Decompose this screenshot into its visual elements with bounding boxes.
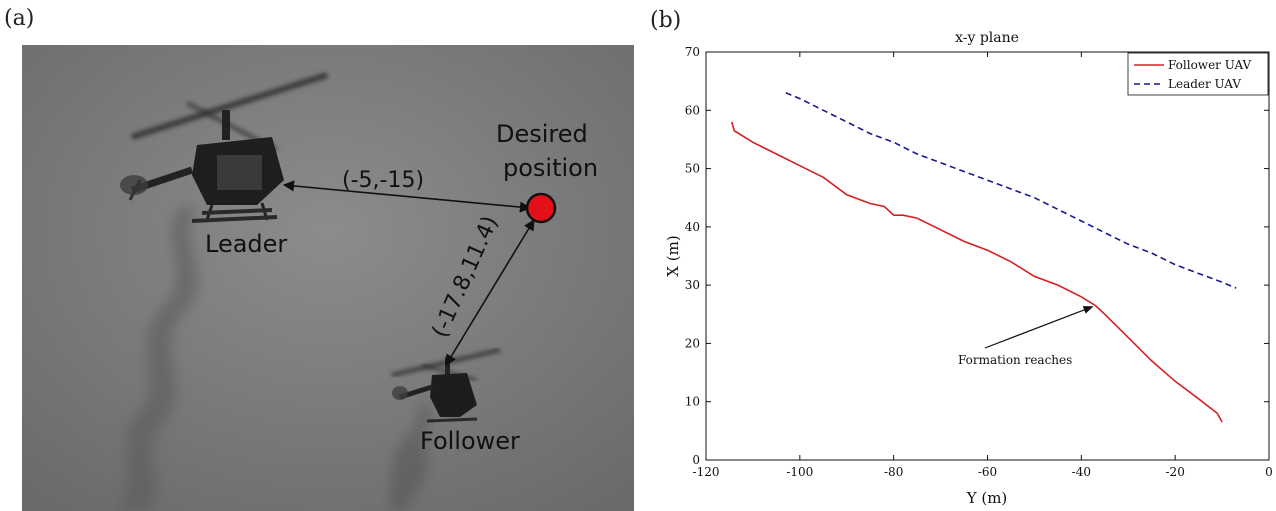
y-axis-label: X (m): [664, 235, 682, 276]
leader-helicopter: [120, 72, 328, 223]
leader-uav-line: [785, 92, 1237, 289]
y-tick-label: 30: [685, 278, 700, 292]
desired-label-line1: Desired: [496, 120, 588, 148]
desired-position-dot: [525, 192, 557, 224]
annotation-arrow: [984, 308, 1087, 349]
y-tick-label: 20: [685, 336, 700, 350]
x-axis-label: Y (m): [966, 489, 1008, 507]
y-tick-label: 10: [685, 395, 700, 409]
sky-background: [22, 45, 634, 511]
leader-vector-arrow: [282, 180, 532, 213]
y-tick-label: 70: [685, 45, 700, 59]
x-tick-label: -60: [978, 465, 997, 479]
y-tick-label: 0: [692, 453, 700, 467]
smoke-trail-follower: [387, 400, 432, 511]
annotation-text: Formation reaches: [958, 353, 1072, 367]
panel-a-label: (a): [4, 6, 35, 31]
y-tick-label: 50: [685, 162, 700, 176]
helicopter-photo: Desired position Leader Follower (-5,-15…: [22, 45, 634, 511]
y-tick-label: 40: [685, 220, 700, 234]
chart-title: x-y plane: [955, 30, 1019, 46]
legend: Follower UAV Leader UAV: [1127, 52, 1269, 96]
plot-area: [705, 51, 1270, 461]
x-tick-label: -120: [693, 465, 720, 479]
follower-uav-line: [731, 121, 1223, 423]
desired-label-line2: position: [503, 154, 598, 182]
x-tick-label: -80: [884, 465, 903, 479]
annotation-arrowhead: [1082, 306, 1094, 314]
x-tick-label: -40: [1072, 465, 1091, 479]
leader-vector-label: (-5,-15): [342, 168, 424, 193]
leader-label: Leader: [205, 230, 287, 258]
y-tick-label: 60: [685, 103, 700, 117]
x-tick-label: 0: [1265, 465, 1273, 479]
follower-vector-arrow: [445, 219, 535, 366]
panel-b-label: (b): [650, 8, 682, 33]
follower-label: Follower: [420, 427, 520, 455]
xy-plane-chart: -120 -100 -80 -60 -40 -20 0 0 10 20 30 40 50 60 70 x-y…: [664, 30, 1273, 507]
legend-follower-label: Follower UAV: [1168, 58, 1252, 72]
legend-leader-label: Leader UAV: [1168, 77, 1241, 91]
x-tick-label: -100: [786, 465, 813, 479]
smoke-trail-leader: [117, 205, 199, 511]
x-tick-label: -20: [1166, 465, 1185, 479]
